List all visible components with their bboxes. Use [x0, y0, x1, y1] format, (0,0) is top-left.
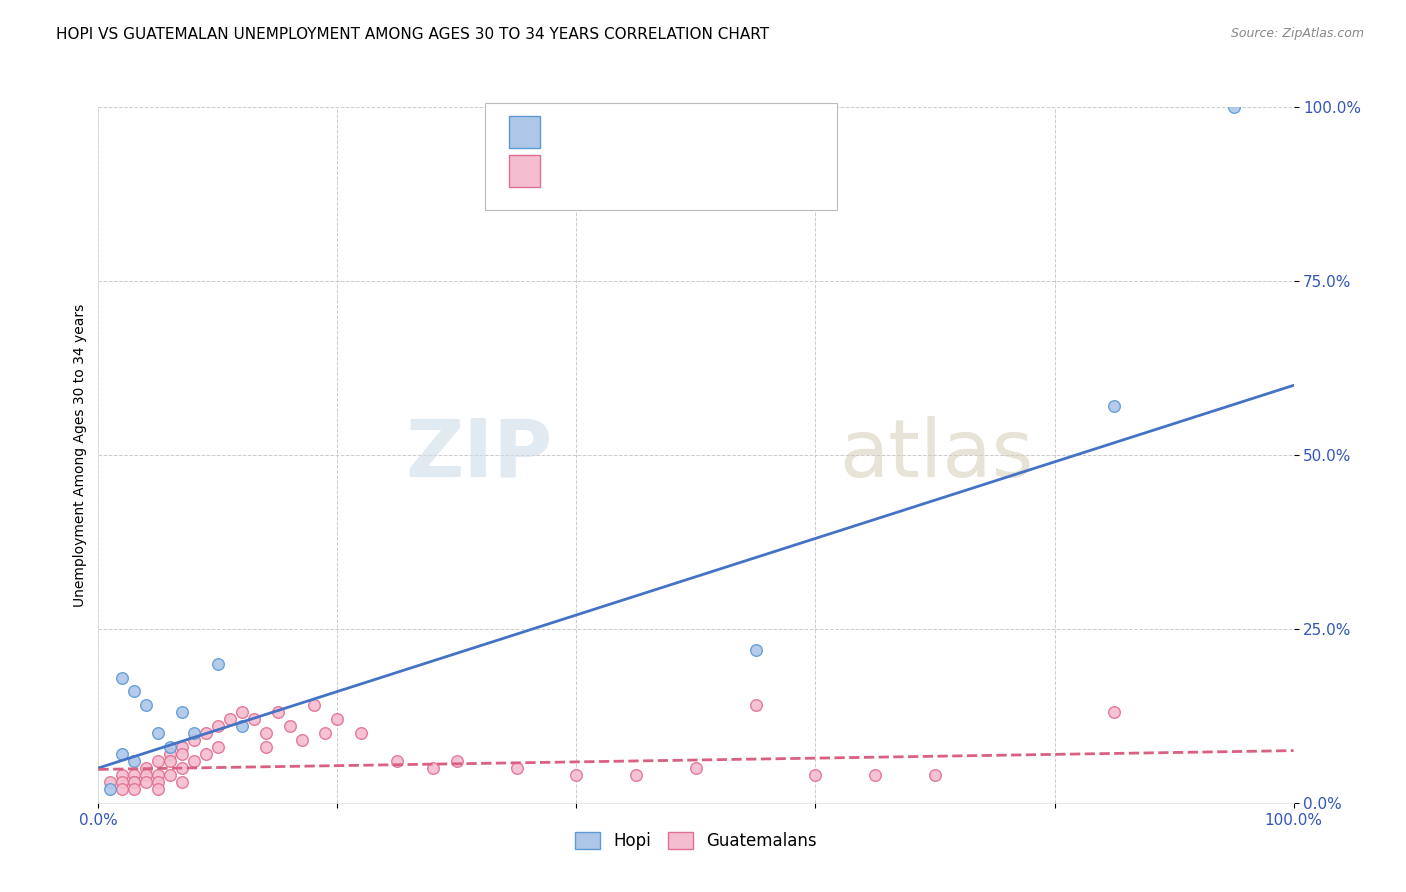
Text: ZIP: ZIP — [405, 416, 553, 494]
Point — [195, 726, 218, 740]
Point — [315, 726, 337, 740]
Point — [1223, 100, 1246, 114]
Point — [183, 733, 205, 747]
Point — [243, 712, 266, 726]
Point — [124, 775, 146, 789]
Point — [291, 733, 314, 747]
Point — [254, 726, 277, 740]
Point — [135, 775, 157, 789]
Point — [183, 726, 205, 740]
Point — [159, 740, 181, 755]
Point — [172, 740, 194, 755]
Point — [111, 768, 134, 782]
Point — [231, 706, 253, 720]
Point — [135, 698, 157, 713]
Text: R =: R = — [548, 123, 588, 141]
Point — [326, 712, 349, 726]
Legend: Hopi, Guatemalans: Hopi, Guatemalans — [568, 826, 824, 857]
Point — [219, 712, 242, 726]
Point — [124, 684, 146, 698]
Point — [135, 768, 157, 782]
Point — [124, 775, 146, 789]
Point — [159, 768, 181, 782]
Point — [804, 768, 827, 782]
Point — [124, 768, 146, 782]
Text: Source: ZipAtlas.com: Source: ZipAtlas.com — [1230, 27, 1364, 40]
Point — [207, 719, 229, 733]
Point — [626, 768, 648, 782]
Point — [422, 761, 444, 775]
Point — [924, 768, 946, 782]
Text: HOPI VS GUATEMALAN UNEMPLOYMENT AMONG AGES 30 TO 34 YEARS CORRELATION CHART: HOPI VS GUATEMALAN UNEMPLOYMENT AMONG AG… — [56, 27, 769, 42]
Point — [267, 706, 290, 720]
Point — [148, 768, 170, 782]
Text: atlas: atlas — [839, 416, 1033, 494]
Point — [195, 747, 218, 761]
Point — [148, 754, 170, 768]
Point — [148, 781, 170, 796]
Point — [111, 775, 134, 789]
Point — [1104, 706, 1126, 720]
Point — [159, 754, 181, 768]
Point — [172, 761, 194, 775]
Point — [302, 698, 325, 713]
Point — [159, 747, 181, 761]
Point — [446, 754, 468, 768]
Point — [231, 719, 253, 733]
Point — [385, 754, 409, 768]
Point — [98, 775, 122, 789]
Text: 52: 52 — [682, 162, 707, 180]
Point — [207, 657, 229, 671]
Point — [350, 726, 373, 740]
Point — [565, 768, 588, 782]
Point — [148, 726, 170, 740]
Point — [111, 781, 134, 796]
Point — [172, 706, 194, 720]
Point — [172, 747, 194, 761]
Y-axis label: Unemployment Among Ages 30 to 34 years: Unemployment Among Ages 30 to 34 years — [73, 303, 87, 607]
Point — [148, 775, 170, 789]
Point — [111, 671, 134, 685]
Point — [111, 747, 134, 761]
Point — [207, 740, 229, 755]
Point — [865, 768, 887, 782]
Point — [745, 642, 768, 657]
Point — [745, 698, 768, 713]
Text: R =: R = — [548, 162, 588, 180]
Point — [98, 781, 122, 796]
Point — [183, 754, 205, 768]
Text: 15: 15 — [682, 123, 707, 141]
Point — [172, 775, 194, 789]
Point — [506, 761, 529, 775]
Text: 0.701: 0.701 — [581, 123, 637, 141]
Point — [135, 761, 157, 775]
Text: 0.115: 0.115 — [581, 162, 637, 180]
Point — [124, 781, 146, 796]
Text: N =: N = — [650, 162, 689, 180]
Point — [278, 719, 301, 733]
Point — [685, 761, 707, 775]
Text: N =: N = — [650, 123, 689, 141]
Point — [254, 740, 277, 755]
Point — [1104, 399, 1126, 413]
Point — [124, 754, 146, 768]
